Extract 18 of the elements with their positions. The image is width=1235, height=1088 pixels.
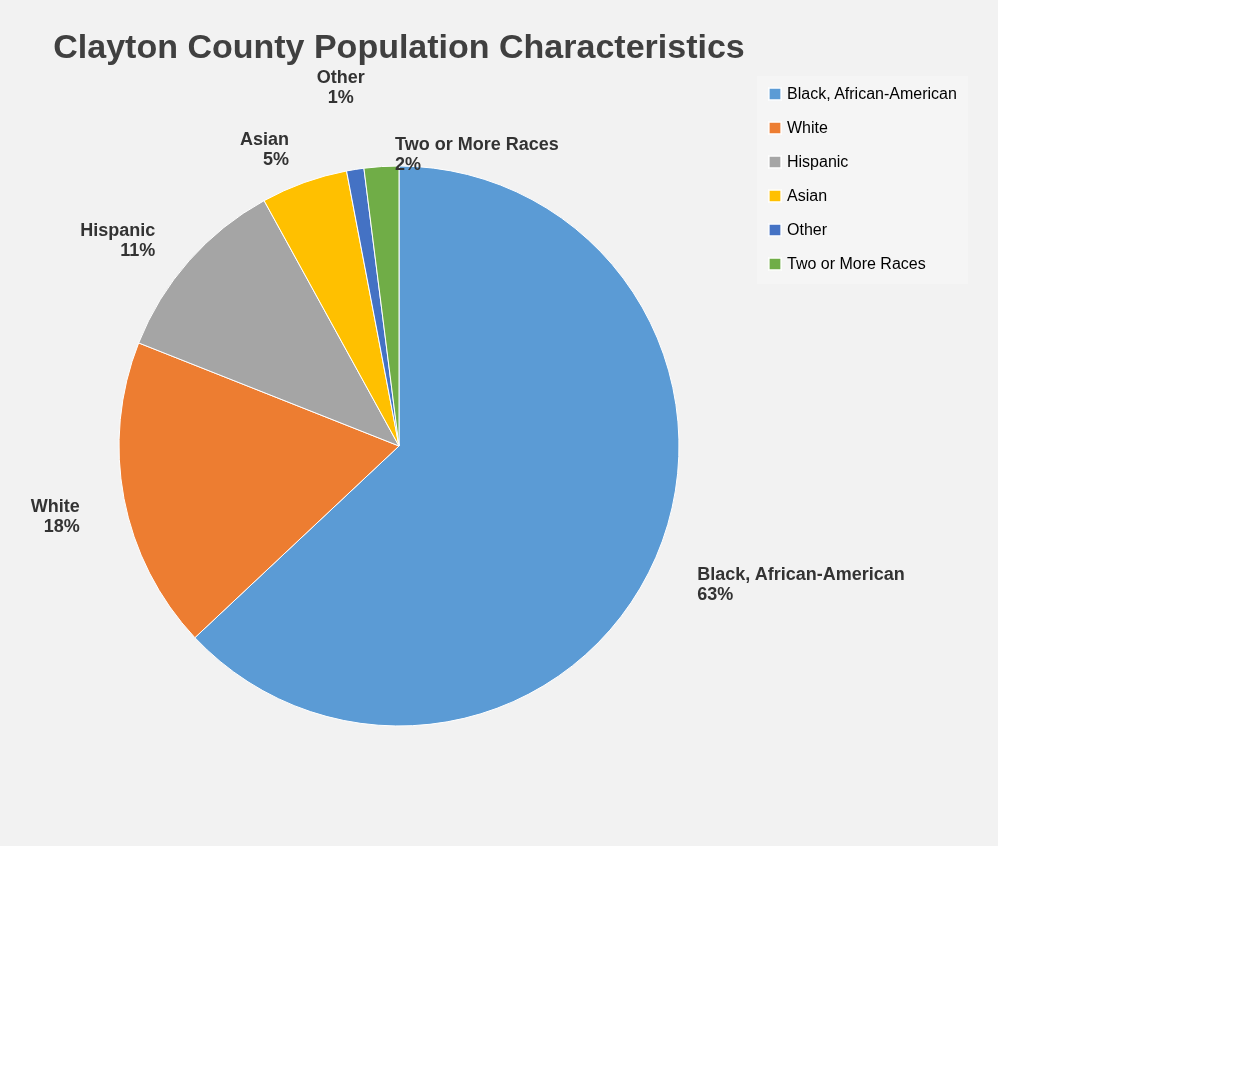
data-label: 11%	[120, 240, 156, 261]
slice-label: Other	[316, 66, 365, 87]
data-label: 5%	[262, 149, 289, 170]
slice-label: Asian	[239, 129, 289, 150]
legend-label: Black, African-American	[787, 85, 957, 102]
data-label: 1%	[327, 86, 354, 107]
slice-label: Two or More Races	[395, 133, 559, 154]
legend-label: Two or More Races	[787, 255, 926, 272]
legend-label: Other	[787, 221, 828, 238]
legend-label: Asian	[787, 187, 828, 204]
slice-label: White	[30, 495, 80, 516]
slice-label: Hispanic	[80, 220, 156, 241]
chart-title: Clayton County Population Characteristics	[53, 26, 745, 65]
data-label: 63%	[697, 584, 734, 605]
legend-label: White	[787, 119, 828, 136]
slice-label: Black, African-American	[697, 564, 905, 585]
data-label: 18%	[43, 515, 80, 536]
legend-label: Hispanic	[787, 153, 849, 170]
